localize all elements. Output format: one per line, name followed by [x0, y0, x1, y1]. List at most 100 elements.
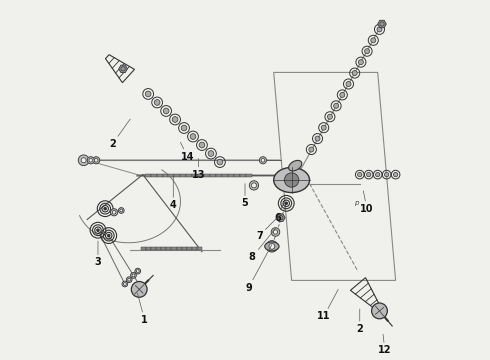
- Polygon shape: [161, 247, 167, 250]
- Polygon shape: [198, 174, 204, 177]
- Circle shape: [261, 158, 265, 162]
- Circle shape: [81, 158, 86, 163]
- Circle shape: [266, 240, 278, 252]
- Polygon shape: [141, 247, 146, 250]
- Polygon shape: [187, 247, 192, 250]
- Polygon shape: [182, 247, 187, 250]
- Polygon shape: [172, 247, 176, 250]
- Polygon shape: [216, 174, 222, 177]
- Text: 10: 10: [360, 191, 374, 214]
- Circle shape: [199, 142, 205, 148]
- Circle shape: [146, 91, 151, 97]
- Polygon shape: [119, 65, 127, 73]
- Circle shape: [358, 172, 362, 177]
- Circle shape: [93, 157, 100, 164]
- Circle shape: [96, 228, 100, 232]
- Polygon shape: [156, 247, 161, 250]
- Polygon shape: [378, 20, 386, 28]
- Ellipse shape: [265, 242, 279, 251]
- Circle shape: [385, 172, 389, 177]
- Ellipse shape: [289, 160, 302, 171]
- Text: 2: 2: [356, 309, 363, 334]
- Polygon shape: [186, 174, 193, 177]
- Circle shape: [334, 103, 339, 108]
- Circle shape: [111, 209, 118, 216]
- Circle shape: [132, 274, 135, 277]
- Circle shape: [126, 277, 132, 283]
- Circle shape: [120, 209, 122, 212]
- Text: 14: 14: [180, 142, 195, 162]
- Text: 13: 13: [192, 158, 205, 180]
- Circle shape: [285, 173, 299, 187]
- Circle shape: [371, 38, 376, 43]
- Polygon shape: [156, 174, 163, 177]
- Circle shape: [327, 114, 332, 119]
- Polygon shape: [169, 174, 174, 177]
- Circle shape: [259, 157, 267, 164]
- Text: 11: 11: [317, 289, 338, 321]
- Circle shape: [122, 281, 128, 287]
- Polygon shape: [174, 174, 180, 177]
- Circle shape: [273, 230, 278, 234]
- Circle shape: [103, 207, 107, 211]
- Circle shape: [249, 181, 259, 190]
- Circle shape: [393, 172, 398, 177]
- Circle shape: [251, 183, 256, 188]
- Polygon shape: [192, 247, 197, 250]
- Circle shape: [154, 100, 160, 105]
- Text: 7: 7: [256, 214, 281, 240]
- Circle shape: [131, 273, 136, 278]
- Text: 5: 5: [242, 184, 248, 208]
- Text: 6: 6: [274, 202, 285, 222]
- Text: 2: 2: [109, 119, 130, 149]
- Polygon shape: [193, 174, 198, 177]
- Circle shape: [208, 151, 214, 157]
- Text: 8: 8: [249, 228, 275, 262]
- Circle shape: [163, 108, 169, 114]
- Polygon shape: [240, 174, 246, 177]
- Text: 1: 1: [137, 293, 148, 325]
- Circle shape: [309, 147, 314, 152]
- Circle shape: [112, 211, 116, 214]
- Circle shape: [135, 268, 141, 274]
- Polygon shape: [146, 247, 151, 250]
- Ellipse shape: [274, 167, 310, 193]
- Circle shape: [340, 93, 345, 98]
- Circle shape: [95, 158, 98, 162]
- Text: 12: 12: [378, 334, 392, 355]
- Polygon shape: [246, 174, 252, 177]
- Polygon shape: [276, 214, 285, 221]
- Circle shape: [190, 134, 196, 139]
- Polygon shape: [197, 247, 202, 250]
- Polygon shape: [204, 174, 210, 177]
- Circle shape: [371, 303, 388, 319]
- Polygon shape: [222, 174, 228, 177]
- Circle shape: [119, 208, 124, 213]
- Polygon shape: [234, 174, 240, 177]
- Circle shape: [136, 270, 139, 273]
- Circle shape: [365, 49, 369, 54]
- Circle shape: [285, 202, 288, 205]
- Circle shape: [181, 125, 187, 131]
- Polygon shape: [180, 174, 186, 177]
- Circle shape: [367, 172, 371, 177]
- Circle shape: [87, 157, 95, 164]
- Text: 3: 3: [95, 241, 101, 267]
- Circle shape: [321, 125, 326, 130]
- Circle shape: [78, 155, 89, 166]
- Text: 9: 9: [245, 244, 272, 293]
- Polygon shape: [228, 174, 234, 177]
- Polygon shape: [163, 174, 169, 177]
- Circle shape: [128, 278, 131, 281]
- Circle shape: [217, 159, 223, 165]
- Circle shape: [315, 136, 320, 141]
- Circle shape: [269, 243, 275, 249]
- Circle shape: [352, 71, 357, 76]
- Circle shape: [131, 282, 147, 297]
- Circle shape: [375, 172, 380, 177]
- Circle shape: [358, 60, 364, 65]
- Polygon shape: [145, 174, 150, 177]
- Circle shape: [123, 283, 126, 285]
- Polygon shape: [150, 174, 156, 177]
- Text: 4: 4: [170, 176, 177, 210]
